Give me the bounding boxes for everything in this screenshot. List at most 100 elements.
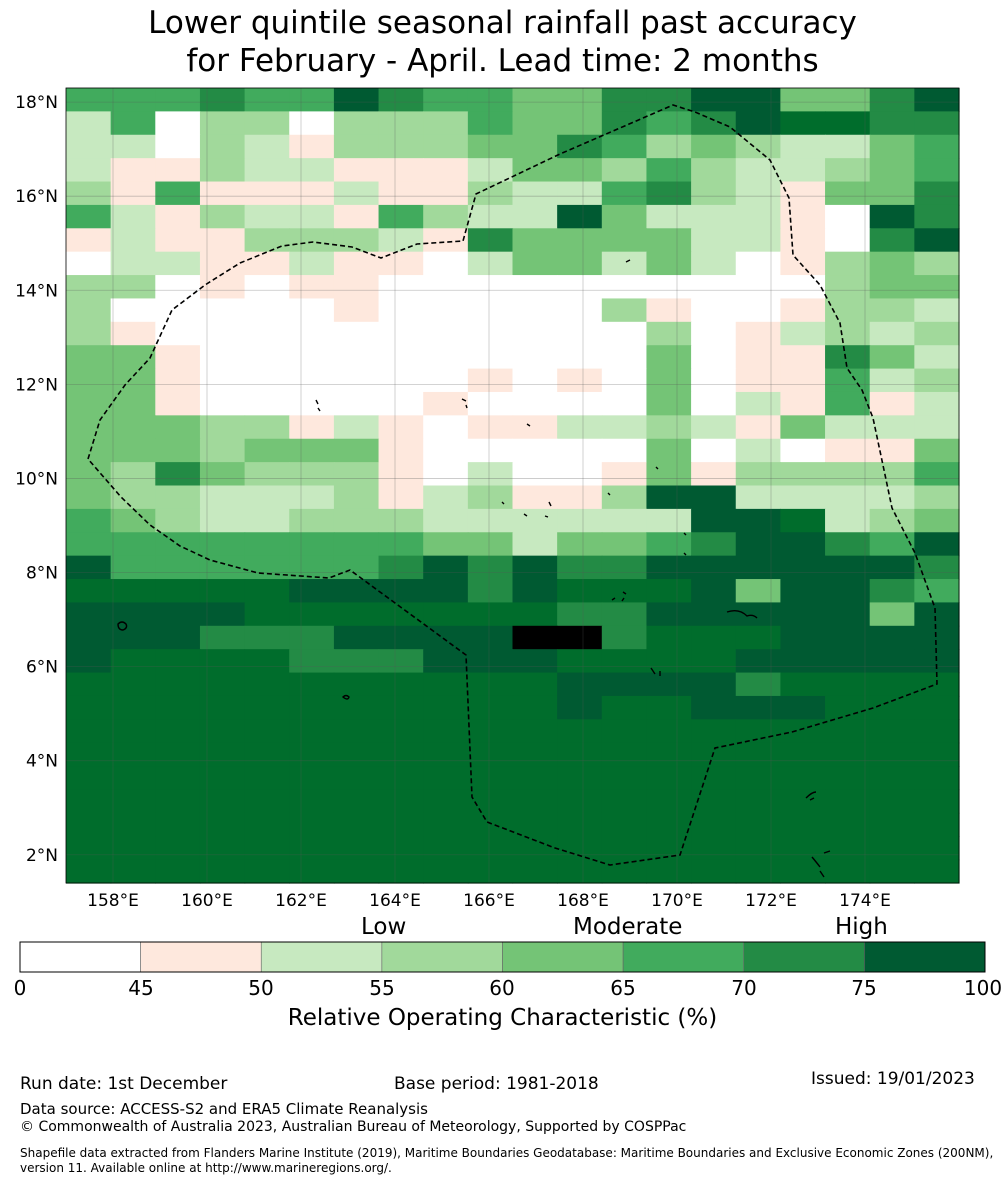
grid-cell <box>66 625 112 650</box>
longitude-label: 164°E <box>369 891 421 911</box>
grid-cell <box>289 649 335 674</box>
grid-cell <box>914 158 960 183</box>
grid-cell <box>735 672 781 697</box>
grid-cell <box>289 462 335 487</box>
grid-cell <box>423 649 469 674</box>
grid-cell <box>467 438 514 463</box>
grid-cell <box>423 368 469 393</box>
grid-cell <box>423 532 469 557</box>
grid-cell <box>66 181 112 206</box>
grid-cell <box>66 508 112 533</box>
grid-cell <box>735 204 781 229</box>
grid-cell <box>735 181 781 206</box>
grid-cell <box>646 345 692 370</box>
grid-cell <box>601 111 648 136</box>
grid-cell <box>825 158 871 183</box>
grid-cell <box>467 228 514 253</box>
grid-cell <box>512 415 558 440</box>
grid-cell <box>244 438 290 463</box>
colorbar-tick: 45 <box>128 976 154 1000</box>
grid-cell <box>244 695 290 720</box>
grid-cell <box>199 555 246 580</box>
grid-cell <box>333 438 380 463</box>
grid-cell <box>914 111 960 136</box>
grid-cell <box>467 766 514 791</box>
grid-cell <box>646 859 692 884</box>
grid-cell <box>423 485 469 510</box>
grid-cell <box>155 275 201 300</box>
grid-cell <box>825 555 871 580</box>
issued-date: Issued: 19/01/2023 <box>811 1069 975 1089</box>
grid-cell <box>467 555 514 580</box>
grid-cell <box>825 111 871 136</box>
grid-cell <box>66 719 112 744</box>
grid-cell <box>423 836 469 861</box>
grid-cell <box>646 111 692 136</box>
grid-cell <box>378 859 424 884</box>
grid-cell <box>601 859 648 884</box>
grid-cell <box>646 228 692 253</box>
grid-cell <box>66 158 112 183</box>
grid-cell <box>601 672 648 697</box>
grid-cell <box>423 766 469 791</box>
grid-cell <box>646 368 692 393</box>
longitude-labels: 158°E 160°E 162°E 164°E 166°E 168°E 170°E 172°E… <box>87 891 891 911</box>
grid-cell <box>869 859 915 884</box>
title-line-1: Lower quintile seasonal rainfall past ac… <box>148 5 857 41</box>
grid-cell <box>691 462 737 487</box>
longitude-label: 166°E <box>463 891 515 911</box>
grid-cell <box>646 602 692 627</box>
grid-cell <box>467 345 514 370</box>
grid-cell <box>289 321 335 346</box>
grid-cell <box>66 672 112 697</box>
grid-cell <box>869 649 915 674</box>
grid-cell <box>66 275 112 300</box>
grid-cell <box>66 485 112 510</box>
grid-cell <box>914 228 960 253</box>
grid-cell <box>423 415 469 440</box>
grid-cell <box>512 649 558 674</box>
colorbar-tick: 70 <box>731 976 757 1000</box>
grid-cell <box>825 859 871 884</box>
grid-cell <box>825 298 871 323</box>
grid-cell <box>378 625 424 650</box>
grid-cell <box>110 742 156 767</box>
grid-cell <box>289 812 335 837</box>
grid-cell <box>199 742 246 767</box>
longitude-label: 170°E <box>651 891 703 911</box>
grid-cell <box>914 298 960 323</box>
grid-cell <box>601 345 648 370</box>
grid-cell <box>557 88 603 112</box>
chart-title: Lower quintile seasonal rainfall past ac… <box>0 4 1005 80</box>
grid-cell <box>289 204 335 229</box>
grid-cell <box>780 321 826 346</box>
grid-cell <box>869 508 915 533</box>
grid-cell <box>914 321 960 346</box>
grid-cell <box>289 228 335 253</box>
grid-cell <box>512 368 558 393</box>
grid-cell <box>735 719 781 744</box>
grid-cell <box>825 625 871 650</box>
grid-cell <box>423 742 469 767</box>
grid-cell <box>557 859 603 884</box>
grid-cell <box>423 438 469 463</box>
grid-cell <box>333 275 380 300</box>
grid-cell <box>780 695 826 720</box>
grid-cell <box>155 462 201 487</box>
grid-cell <box>512 228 558 253</box>
grid-cell <box>66 251 112 276</box>
grid-cell <box>333 485 380 510</box>
grid-cell <box>914 789 960 814</box>
grid-cell <box>378 321 424 346</box>
grid-cell <box>512 88 558 112</box>
grid-cell <box>691 485 737 510</box>
grid-cell <box>780 438 826 463</box>
longitude-label: 162°E <box>275 891 327 911</box>
grid-cell <box>289 532 335 557</box>
grid-cell <box>557 368 603 393</box>
grid-cell <box>914 742 960 767</box>
grid-cell <box>423 672 469 697</box>
grid-cell <box>691 181 737 206</box>
grid-cell <box>601 275 648 300</box>
grid-cell <box>110 859 156 884</box>
